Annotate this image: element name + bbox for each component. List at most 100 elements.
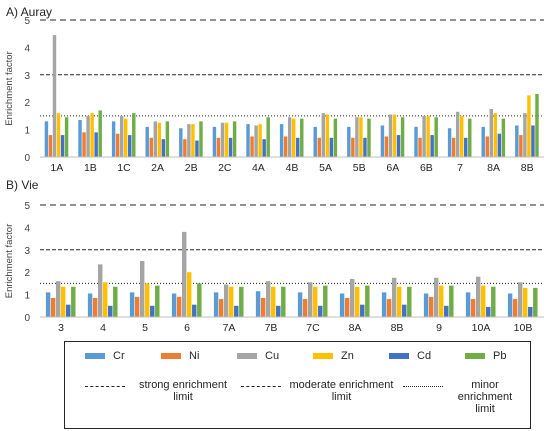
legend-label-cr: Cr [113, 350, 125, 362]
panel-1-bar-zn-6b [426, 115, 430, 157]
panel-2-bar-cr-7a [213, 292, 219, 317]
panel-2-bar-zn-4 [103, 282, 108, 317]
panel-1-bar-cr-1b [78, 120, 82, 157]
panel-2-bar-zn-7c [313, 286, 318, 317]
panel-2-bar-pb-4 [113, 286, 118, 317]
panel-2-bar-cd-10b [528, 306, 533, 317]
panel-2-ytick-label: 4 [24, 223, 30, 234]
panel-2-bar-zn-9 [439, 285, 444, 317]
panel-2-bar-zn-7a [229, 286, 234, 317]
legend-item-ni: Ni [161, 350, 199, 362]
panel-2-bar-cr-7b [255, 291, 261, 317]
panel-1-ytick-label: 5 [24, 16, 30, 27]
panel-2-bar-pb-10b [533, 287, 538, 317]
panel-1-bar-pb-4a [266, 117, 270, 157]
panel-1-bar-cu-4a [254, 125, 258, 157]
panel-1-bar-cu-2c [220, 122, 225, 157]
panel-2-category-label: 8B [391, 322, 404, 334]
panel-1-ytick-label: 0 [24, 153, 30, 164]
panel-2-bar-cu-4 [97, 264, 103, 317]
panel-1-bar-ni-1b [82, 132, 86, 157]
panel-1-bar-cu-8a [489, 109, 493, 157]
panel-1-category-label: 6B [420, 162, 433, 174]
panel-1-bar-cr-4a [246, 124, 250, 157]
panel-2-bar-ni-10a [470, 299, 476, 317]
panel-1-ytick-label: 3 [24, 71, 30, 82]
panel-1-category-label: 1A [50, 162, 63, 174]
panel-1-title: A) Auray [6, 5, 52, 19]
panel-1-bar-cu-1b [86, 115, 90, 157]
panel-1-bar-ni-1a [48, 135, 53, 157]
panel-1-bar-pb-8b [535, 93, 539, 157]
legend-swatch-zn [313, 353, 333, 359]
panel-1-bar-cd-2b [195, 140, 199, 157]
panel-2-bar-ni-7b [260, 297, 266, 317]
panel-1-bar-cd-8b [531, 125, 535, 157]
panel-2-bar-cr-10b [507, 293, 513, 317]
panel-1-ytick-label: 2 [24, 98, 30, 109]
panel-2-bar-cr-5 [129, 292, 135, 317]
panel-1-bar-zn-1a [56, 113, 61, 157]
legend-item-cr: Cr [85, 350, 125, 362]
panel-1-bar-cu-7 [455, 111, 460, 157]
panel-2-bar-cu-5 [139, 261, 145, 317]
panel-2-bar-zn-10a [481, 285, 486, 317]
panel-2-bar-pb-5 [155, 285, 160, 317]
panel-2-bar-cd-4 [108, 305, 113, 317]
panel-1-bar-ni-4b [283, 136, 288, 157]
panel-2-bar-ni-6 [176, 296, 182, 317]
legend-line-strong [85, 386, 125, 387]
panel-1-bar-cr-1a [44, 121, 49, 157]
panel-2-bar-cd-7a [234, 305, 239, 317]
panel-2-bar-pb-9 [449, 285, 454, 317]
panel-2-bar-pb-8b [407, 286, 412, 317]
panel-1-bar-cd-7 [464, 137, 468, 157]
panel-2-category-label: 9 [436, 322, 442, 334]
panel-1-bar-pb-5a [333, 118, 338, 157]
panel-2-bar-cu-7a [223, 284, 229, 317]
panel-2-bar-cd-6 [192, 304, 197, 317]
panel-1-bar-cr-2a [145, 126, 149, 157]
panel-2-bar-cd-7b [276, 305, 281, 317]
panel-1-bar-ni-2a [149, 137, 153, 157]
panel-1-bar-zn-1c [124, 118, 128, 157]
panel-1-bar-pb-1a [64, 117, 69, 157]
panel-1-bar-zn-8a [493, 113, 498, 157]
panel-1-bar-pb-2b [199, 121, 203, 157]
panel-2-bar-cu-3 [55, 281, 61, 317]
panel-1-bar-zn-4a [258, 124, 262, 157]
panel-2-ytick-label: 5 [24, 201, 30, 212]
legend-swatch-ni [161, 353, 181, 359]
panel-2-ytick-label: 0 [24, 313, 30, 324]
panel-2-category-label: 4 [100, 322, 106, 334]
panel-2-bar-cd-3 [66, 304, 71, 317]
panel-2-category-label: 10B [514, 322, 533, 334]
panel-2-bar-cu-8b [391, 277, 397, 317]
panel-2-ytick-label: 1 [24, 291, 30, 302]
panel-1-bar-cr-5b [347, 126, 351, 157]
panel-2-bar-cu-10a [475, 276, 481, 317]
panel-1-bar-cu-4b [287, 117, 292, 157]
panel-2-bar-pb-8a [365, 285, 370, 317]
legend-item-zn: Zn [313, 350, 354, 362]
panel-2-bar-cu-9 [433, 277, 439, 317]
panel-1-bar-cr-1c [111, 121, 116, 157]
panel-2-bar-zn-8a [355, 286, 360, 317]
panel-1-category-label: 4B [286, 162, 299, 174]
panel-1-category-label: 2B [185, 162, 198, 174]
panel-1-bar-cd-6b [430, 135, 434, 157]
legend-label-zn: Zn [341, 350, 354, 362]
panel-2-ytick-label: 3 [24, 246, 30, 257]
legend-item-cu: Cu [237, 350, 279, 362]
legend-label-cu: Cu [265, 350, 280, 362]
panel-1-bar-cu-5a [321, 113, 325, 157]
panel-1-bar-pb-6b [434, 117, 438, 157]
panel-2-bar-pb-10a [491, 286, 496, 317]
panel-2-bar-cd-9 [444, 305, 449, 317]
panel-1-bar-cd-1a [60, 135, 65, 157]
panel-2-bar-pb-3 [71, 286, 76, 317]
panel-1-bar-cr-8a [481, 126, 485, 157]
panel-1-bar-zn-8b [527, 95, 531, 157]
panel-1-bar-cr-6a [380, 125, 385, 157]
